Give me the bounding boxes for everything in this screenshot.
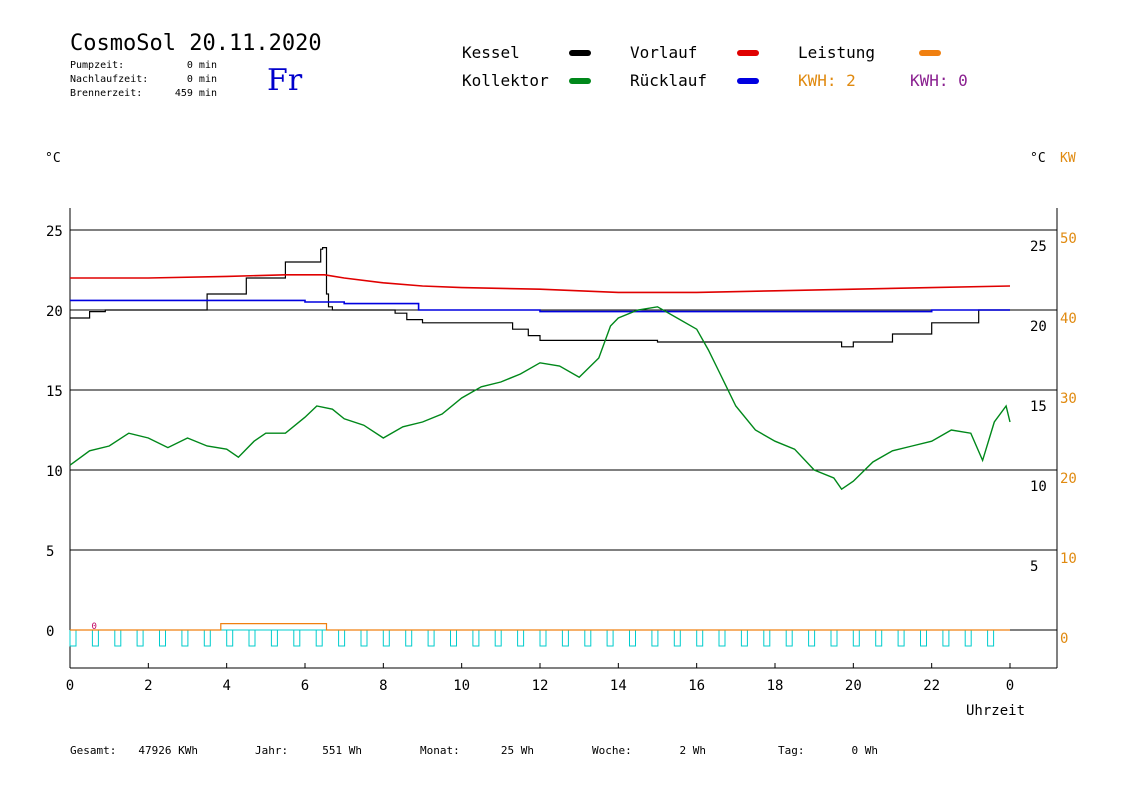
x-tick-label: 0 <box>66 678 74 694</box>
x-tick-label: 4 <box>222 678 230 694</box>
total-value: 47926 KWh <box>138 744 198 757</box>
stat-label: Pumpzeit: <box>70 60 124 71</box>
x-tick-label: 10 <box>453 678 470 694</box>
x-tick-label: 6 <box>301 678 309 694</box>
total-label: Monat: <box>420 744 460 757</box>
legend-label: Leistung <box>798 43 875 62</box>
status-pulses <box>69 630 995 647</box>
x-tick-label: 20 <box>845 678 862 694</box>
y-right-kw-tick-label: 50 <box>1060 231 1077 247</box>
total-label: Gesamt: <box>70 744 116 757</box>
kwh-left-label: KWH: 2 <box>798 71 856 90</box>
series-line-kollektor <box>69 306 1011 491</box>
total-label: Tag: <box>778 744 805 757</box>
y-right-kw-tick-label: 20 <box>1060 471 1077 487</box>
stat-label: Brennerzeit: <box>70 88 142 99</box>
y-right-kw-tick-label: 40 <box>1060 311 1077 327</box>
weekday-label: Fr <box>267 63 303 98</box>
x-tick-label: 2 <box>144 678 152 694</box>
left-axis-unit: °C <box>45 151 61 166</box>
y-left-tick-label: 20 <box>46 304 63 320</box>
y-right-celsius-tick-label: 10 <box>1030 479 1047 495</box>
y-left-tick-label: 0 <box>46 624 54 640</box>
series-line-kessel <box>70 247 1010 348</box>
legend-label: Kollektor <box>462 71 549 90</box>
x-tick-label: 12 <box>532 678 549 694</box>
plot-area: 0 5 10 15 20 25 5 10 15 20 25 0 10 20 30 40 50 0 2 4 6 8 10 12 1… <box>46 208 1077 694</box>
y-left-tick-label: 25 <box>46 224 63 240</box>
series-line-leistung <box>70 623 1010 631</box>
status-marker: 0 <box>92 622 97 632</box>
stat-value: 0 min <box>187 74 217 85</box>
y-right-celsius-tick-label: 20 <box>1030 319 1047 335</box>
x-tick-label: 14 <box>610 678 627 694</box>
y-right-celsius-tick-label: 5 <box>1030 559 1038 575</box>
x-tick-label: 18 <box>767 678 784 694</box>
y-right-kw-tick-label: 0 <box>1060 631 1068 647</box>
x-tick-label: 22 <box>923 678 940 694</box>
y-right-kw-tick-label: 10 <box>1060 551 1077 567</box>
legend-label: Vorlauf <box>630 43 697 62</box>
total-label: Jahr: <box>255 744 288 757</box>
kwh-right-label: KWH: 0 <box>910 71 968 90</box>
y-left-tick-label: 10 <box>46 464 63 480</box>
y-right-celsius-tick-label: 15 <box>1030 399 1047 415</box>
series-line-vorlauf <box>70 274 1011 294</box>
series-line-ruecklauf <box>70 299 1010 313</box>
x-tick-label: 16 <box>688 678 705 694</box>
y-left-tick-label: 15 <box>46 384 63 400</box>
stat-value: 459 min <box>175 88 217 99</box>
legend-label: Kessel <box>462 43 520 62</box>
y-left-tick-label: 5 <box>46 544 54 560</box>
runtime-stats: Pumpzeit: 0 min Nachlaufzeit: 0 min Brennerz… <box>70 60 217 99</box>
total-value: 0 Wh <box>852 744 879 757</box>
legend: Kessel Vorlauf Leistung Kollektor Rücklauf KW… <box>462 43 968 90</box>
energy-totals: Gesamt: 47926 KWh Jahr: 551 Wh Monat: 25 Wh Wo… <box>70 744 878 757</box>
total-value: 25 Wh <box>501 744 534 757</box>
legend-label: Rücklauf <box>630 71 707 90</box>
stat-value: 0 min <box>187 60 217 71</box>
x-axis-label: Uhrzeit <box>966 703 1025 719</box>
total-value: 2 Wh <box>680 744 707 757</box>
x-tick-label: 0 <box>1006 678 1014 694</box>
right-axis-unit-celsius: °C <box>1030 151 1046 166</box>
y-right-kw-tick-label: 30 <box>1060 391 1077 407</box>
page-title: CosmoSol 20.11.2020 <box>70 31 322 56</box>
stat-label: Nachlaufzeit: <box>70 74 148 85</box>
total-label: Woche: <box>592 744 632 757</box>
x-tick-label: 8 <box>379 678 387 694</box>
right-axis-unit-kw: KW <box>1060 151 1076 166</box>
y-right-celsius-tick-label: 25 <box>1030 239 1047 255</box>
total-value: 551 Wh <box>322 744 362 757</box>
